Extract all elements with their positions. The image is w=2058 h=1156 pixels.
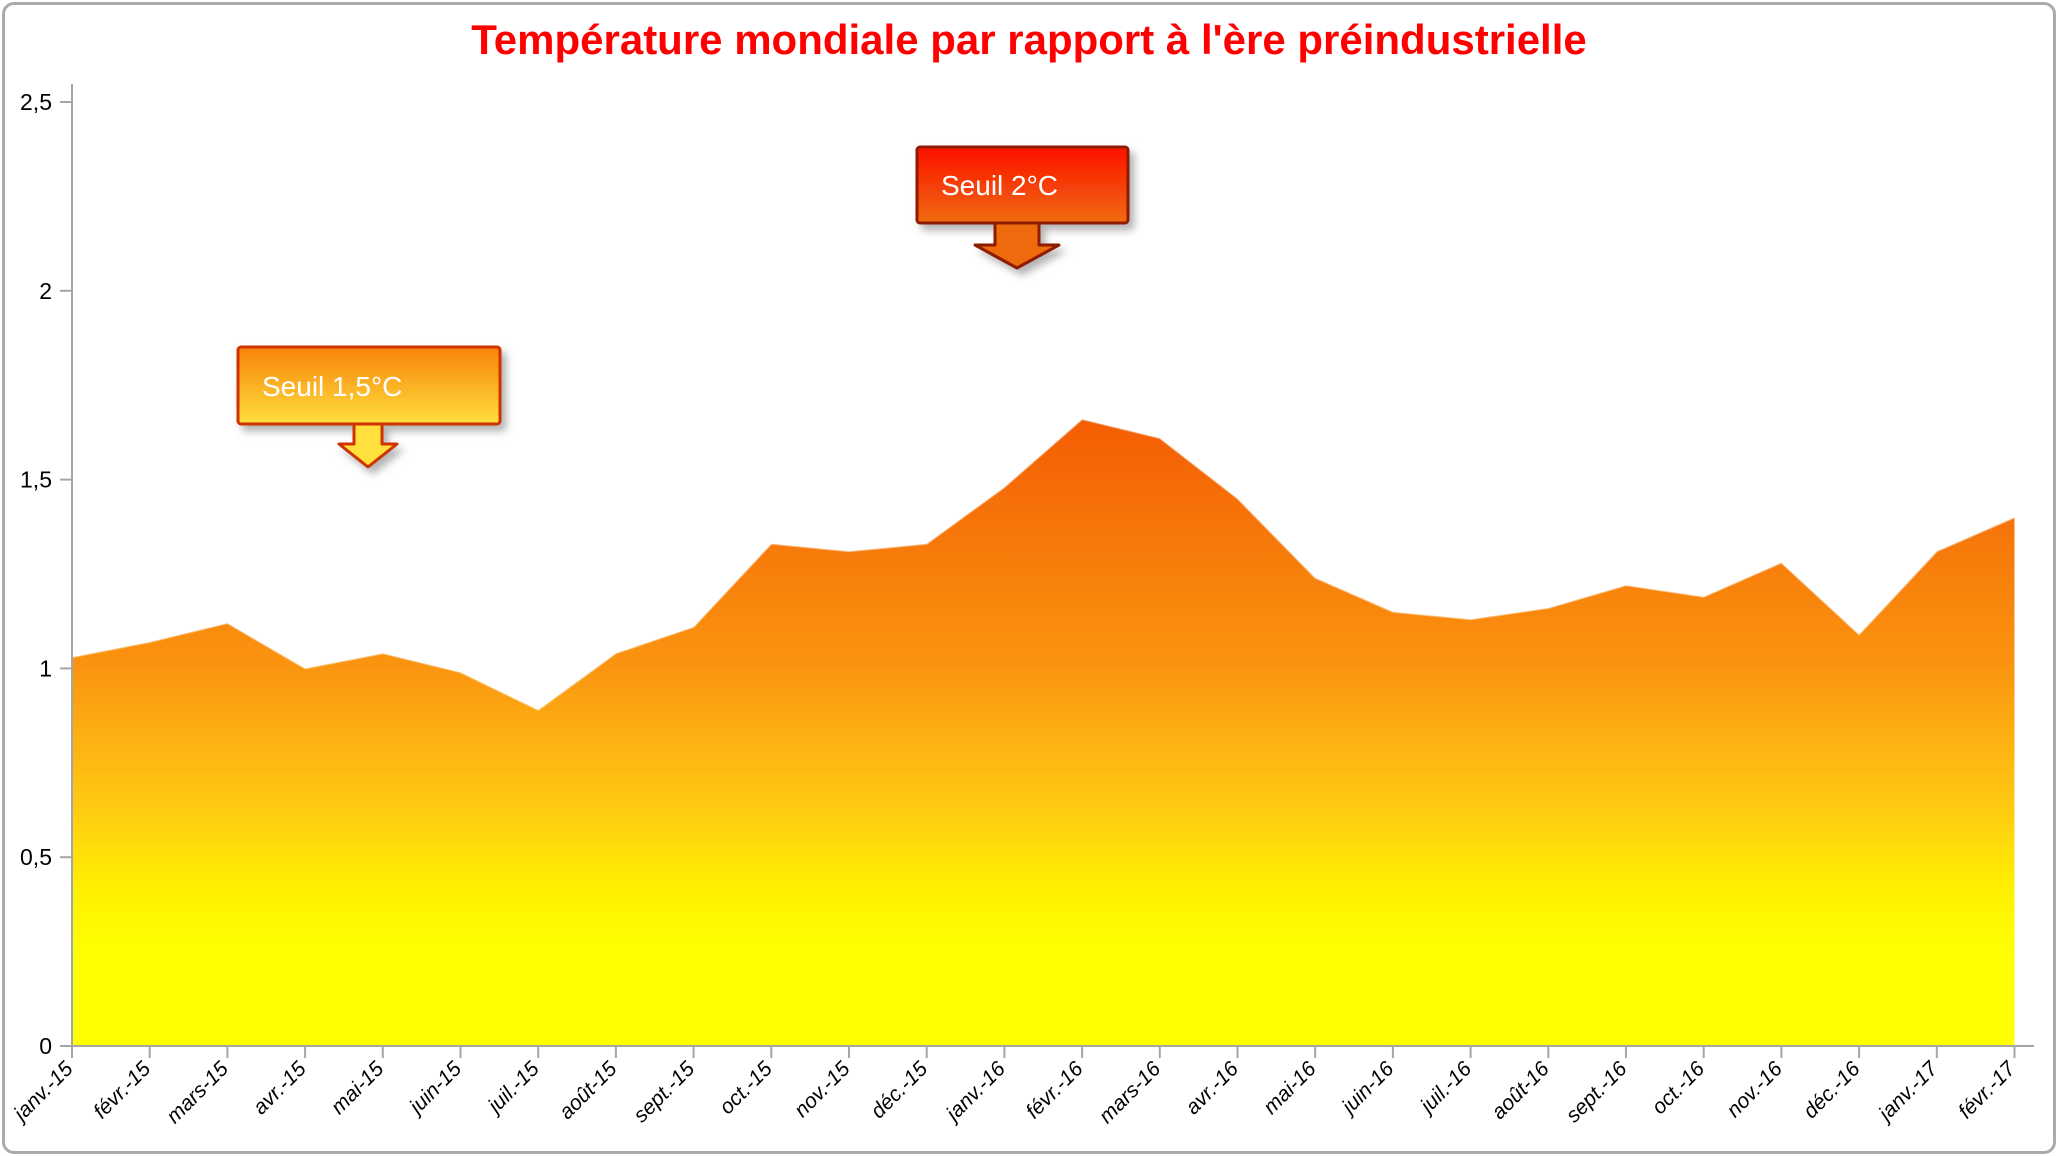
x-axis-label: nov.-16 xyxy=(1722,1057,1787,1122)
x-axis-label: juin-15 xyxy=(403,1057,466,1120)
x-axis-label: juin-16 xyxy=(1335,1057,1398,1120)
x-axis-label: mai-16 xyxy=(1259,1057,1321,1119)
x-axis-label: mars-15 xyxy=(162,1057,233,1128)
y-axis-label: 2 xyxy=(39,278,52,304)
x-axis-label: oct.-15 xyxy=(715,1057,777,1119)
threshold-lines xyxy=(72,295,2015,497)
axes xyxy=(60,84,2034,1058)
x-axis-label: sept.-15 xyxy=(629,1057,699,1127)
x-axis-label: déc.-15 xyxy=(866,1057,932,1123)
x-axis-label: déc.-16 xyxy=(1799,1057,1865,1123)
callout-box-2c xyxy=(915,145,1130,225)
x-axis-label: avr.-16 xyxy=(1181,1057,1243,1119)
x-axis-label: août-15 xyxy=(555,1057,622,1124)
x-axis-label: oct.-16 xyxy=(1648,1057,1710,1119)
y-axis-label: 1 xyxy=(39,655,52,681)
y-axis-label: 1,5 xyxy=(20,467,52,493)
x-axis-label: sept.-16 xyxy=(1562,1057,1632,1127)
x-axis-label: mai-15 xyxy=(327,1057,389,1119)
callout-seuil-2c: Seuil 2°C xyxy=(915,145,1130,270)
x-axis-label: juil.-15 xyxy=(482,1057,544,1119)
temperature-area xyxy=(72,419,2015,1046)
callout-seuil-1-5c: Seuil 1,5°C xyxy=(236,345,502,469)
x-axis-label: juil.-16 xyxy=(1414,1057,1476,1119)
x-axis-label: févr.-16 xyxy=(1022,1057,1088,1123)
area-series xyxy=(71,418,2015,1046)
callout-box-1-5c xyxy=(236,345,502,426)
x-axis-label: févr.-17 xyxy=(1954,1056,2021,1123)
x-axis-label: août-16 xyxy=(1487,1057,1554,1124)
x-axis-label: mars-16 xyxy=(1095,1057,1166,1128)
callout-label-2c: Seuil 2°C xyxy=(941,170,1058,201)
callout-label-1-5c: Seuil 1,5°C xyxy=(262,371,402,402)
area-top-edge xyxy=(71,418,2015,711)
x-axis-label: nov.-15 xyxy=(790,1057,855,1122)
y-axis-label: 0 xyxy=(39,1033,52,1059)
x-axis-label: févr.-15 xyxy=(89,1057,155,1123)
x-axis-label: janv.-16 xyxy=(940,1057,1010,1127)
x-axis-label: avr.-15 xyxy=(249,1057,311,1119)
callout-down-arrow-icon xyxy=(973,221,1061,270)
callouts: Seuil 2°C Seuil 1,5°C xyxy=(236,145,1130,469)
x-axis-label: janv.-17 xyxy=(1872,1056,1943,1127)
y-axis-label: 0,5 xyxy=(20,844,52,870)
callout-down-arrow-icon xyxy=(337,421,399,469)
y-axis-label: 2,5 xyxy=(20,89,52,115)
x-axis-label: janv.-15 xyxy=(7,1057,77,1127)
chart-title: Température mondiale par rapport à l'ère… xyxy=(471,16,1587,63)
